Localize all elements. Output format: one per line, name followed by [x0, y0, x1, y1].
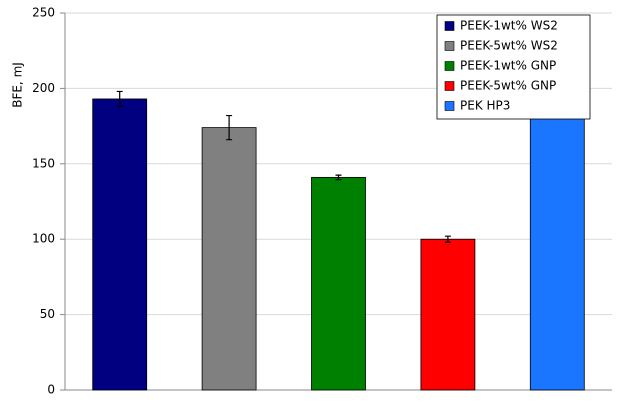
y-tick-label: 200 [32, 81, 55, 95]
legend-label: PEK HP3 [460, 99, 510, 113]
y-tick-label: 0 [47, 383, 55, 397]
legend-label: PEEK-5wt% WS2 [460, 39, 558, 53]
legend-swatch [444, 101, 455, 111]
y-tick-label: 100 [32, 232, 55, 246]
y-tick-label: 150 [32, 156, 55, 170]
bar [311, 176, 366, 391]
legend-label: PEEK-1wt% WS2 [460, 19, 558, 33]
error-bar [116, 90, 123, 108]
y-tick-label: 250 [32, 6, 55, 20]
legend-swatch [444, 21, 455, 31]
y-tick-label: 50 [40, 307, 55, 321]
error-bar [444, 235, 451, 243]
bar [92, 98, 148, 391]
legend-swatch [444, 41, 455, 51]
legend-box [436, 14, 591, 120]
legend-swatch [444, 81, 455, 91]
bar [201, 127, 257, 391]
error-bar [335, 174, 342, 181]
legend-label: PEEK-5wt% GNP [460, 79, 556, 93]
bar [420, 238, 476, 391]
legend-swatch [444, 61, 455, 71]
y-axis-label: BFE, mJ [11, 62, 25, 108]
error-bar [226, 114, 233, 141]
bar [529, 115, 585, 391]
legend-label: PEEK-1wt% GNP [460, 59, 556, 73]
